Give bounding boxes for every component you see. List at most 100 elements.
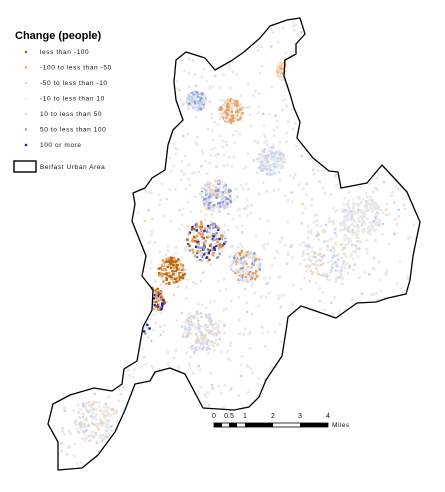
change-dot (355, 233, 358, 236)
change-dot (80, 425, 83, 428)
change-dot (186, 278, 189, 281)
change-dot (256, 263, 259, 267)
change-dot (371, 225, 375, 228)
change-dot (275, 158, 279, 162)
change-dot (374, 223, 378, 227)
change-dot (214, 338, 218, 341)
change-dot (209, 230, 212, 234)
change-dot (217, 207, 221, 210)
change-dot (276, 120, 279, 123)
change-dot (350, 252, 353, 256)
change-dot (174, 252, 178, 255)
change-dot (187, 102, 191, 105)
change-dot (95, 401, 98, 404)
change-dot (165, 272, 168, 276)
change-dot (212, 344, 215, 348)
change-dot (157, 305, 160, 309)
change-dot (165, 278, 168, 281)
change-dot (206, 198, 209, 201)
change-dot (335, 234, 338, 238)
change-dot (250, 204, 253, 207)
change-dot (264, 136, 267, 139)
change-dot (192, 347, 196, 350)
change-dot (268, 160, 271, 164)
change-dot (227, 63, 231, 67)
change-dot (256, 141, 259, 144)
change-dot (300, 254, 304, 258)
change-dot (244, 270, 247, 274)
change-dot (351, 243, 354, 247)
change-dot (214, 322, 217, 325)
change-dot (358, 185, 362, 189)
change-dot (243, 251, 246, 254)
change-dot (186, 104, 190, 108)
change-dot (206, 230, 209, 234)
change-dot (198, 368, 202, 372)
change-dot (188, 312, 191, 315)
change-dot (222, 114, 226, 117)
change-dot (218, 245, 221, 248)
change-dot (201, 347, 204, 351)
change-dot (209, 330, 212, 333)
change-dot (226, 106, 229, 110)
change-dot (221, 230, 224, 234)
change-dot (356, 226, 360, 230)
change-dot (233, 105, 237, 108)
change-dot (258, 264, 261, 267)
change-dot (215, 187, 218, 191)
change-dot (244, 165, 248, 168)
change-dot (283, 194, 287, 198)
change-dot (358, 240, 361, 243)
change-dot (357, 195, 361, 199)
change-dot (215, 325, 219, 329)
change-dot (345, 219, 349, 222)
change-dot (206, 182, 209, 185)
change-dot (239, 267, 242, 270)
change-dot (187, 100, 190, 103)
change-dot (231, 104, 234, 107)
legend-boundary-label: Belfast Urban Area (40, 164, 105, 171)
change-dot (248, 280, 251, 284)
change-dot (106, 411, 109, 414)
change-dot (218, 237, 221, 241)
change-dot (108, 413, 111, 416)
belfast-urban-area-boundary (47, 17, 421, 471)
change-dot (334, 280, 337, 283)
change-dot (308, 256, 311, 259)
change-dot (265, 143, 269, 146)
change-dot (220, 246, 223, 249)
change-dot (160, 298, 163, 302)
change-dot (207, 203, 210, 206)
change-dot (280, 68, 284, 71)
change-dot (375, 298, 379, 301)
change-dot (206, 346, 209, 350)
change-dot (324, 272, 328, 276)
change-dot (180, 273, 183, 276)
change-dot (338, 310, 341, 313)
change-dot (209, 317, 212, 320)
change-dot (187, 320, 191, 323)
change-dot (271, 152, 275, 155)
change-dot (196, 312, 200, 315)
change-dot (187, 57, 191, 61)
change-dot (240, 113, 243, 116)
change-dot (356, 240, 359, 243)
change-dot (175, 147, 178, 151)
change-dot (238, 271, 241, 275)
change-dot (243, 327, 247, 331)
change-dot (159, 198, 162, 202)
change-dot (235, 262, 238, 266)
change-dot (350, 210, 353, 213)
change-dot (63, 406, 66, 410)
change-dot (202, 336, 206, 340)
change-dot (219, 106, 222, 109)
change-dot (200, 193, 203, 197)
change-dot (261, 164, 265, 167)
change-dot (209, 263, 212, 266)
change-dot (98, 422, 101, 425)
change-dot (83, 425, 87, 429)
change-dot (360, 292, 364, 295)
change-dot (210, 196, 214, 199)
scale-unit-label: Miles (332, 422, 350, 429)
change-dot (214, 191, 217, 194)
